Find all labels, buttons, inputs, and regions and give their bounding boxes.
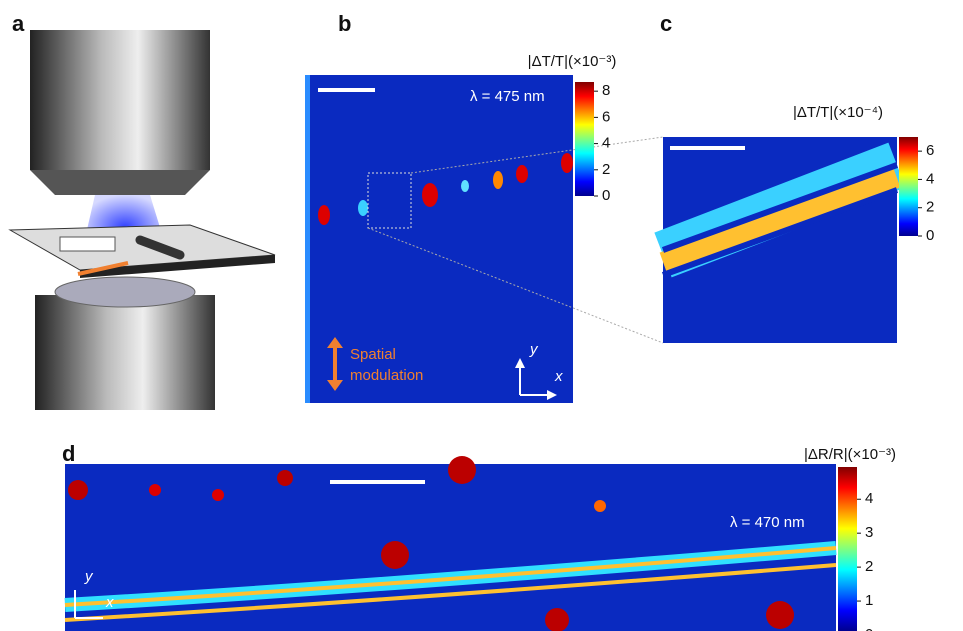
arrow-label: Spatial xyxy=(350,346,396,363)
colorbar-tick-label: 8 xyxy=(602,82,610,99)
panel-label: a xyxy=(12,11,25,36)
colorbar-tick-label: 2 xyxy=(926,199,934,216)
setup-illustration xyxy=(10,30,275,410)
figure: a b c d |ΔT/T|(×10⁻³) 0 2 4 6 8 |ΔT/T|(×10⁻⁴) 0 2 4 6 |… xyxy=(0,0,963,631)
colorbar-title: |ΔR/R|(×10⁻³) xyxy=(804,446,896,463)
wavelength-label: λ = 475 nm xyxy=(470,88,545,105)
zoom-map xyxy=(663,137,897,343)
colorbar-title: |ΔT/T|(×10⁻⁴) xyxy=(793,104,883,121)
axis-label: x xyxy=(105,594,114,611)
axis-label: x xyxy=(554,368,563,385)
colorbar-tick-label: 0 xyxy=(602,187,610,204)
colorbar-tick-label: 1 xyxy=(865,592,873,609)
colorbar-tick-label: 4 xyxy=(865,490,873,507)
wavelength-label: λ = 470 nm xyxy=(730,514,805,531)
panel-label: d xyxy=(62,441,75,466)
panel-label: c xyxy=(660,11,672,36)
colorbar xyxy=(575,82,594,196)
colorbar-tick-label: 0 xyxy=(926,227,934,244)
colorbar-tick-label: 6 xyxy=(602,108,610,125)
colorbar-tick-label: 6 xyxy=(926,142,934,159)
colorbar-tick-label: 4 xyxy=(602,135,610,152)
colorbar-tick-label: 0 xyxy=(865,626,873,631)
arrow-label: modulation xyxy=(350,367,423,384)
colorbar-tick-label: 4 xyxy=(926,170,934,187)
panel-label: b xyxy=(338,11,351,36)
colorbar-tick-label: 2 xyxy=(602,161,610,178)
colorbar-title: |ΔT/T|(×10⁻³) xyxy=(528,53,617,70)
colorbar-tick-label: 3 xyxy=(865,524,873,541)
colorbar-tick-label: 2 xyxy=(865,558,873,575)
colorbar xyxy=(899,137,918,236)
reflection-map xyxy=(65,456,836,631)
colorbar xyxy=(838,467,857,631)
